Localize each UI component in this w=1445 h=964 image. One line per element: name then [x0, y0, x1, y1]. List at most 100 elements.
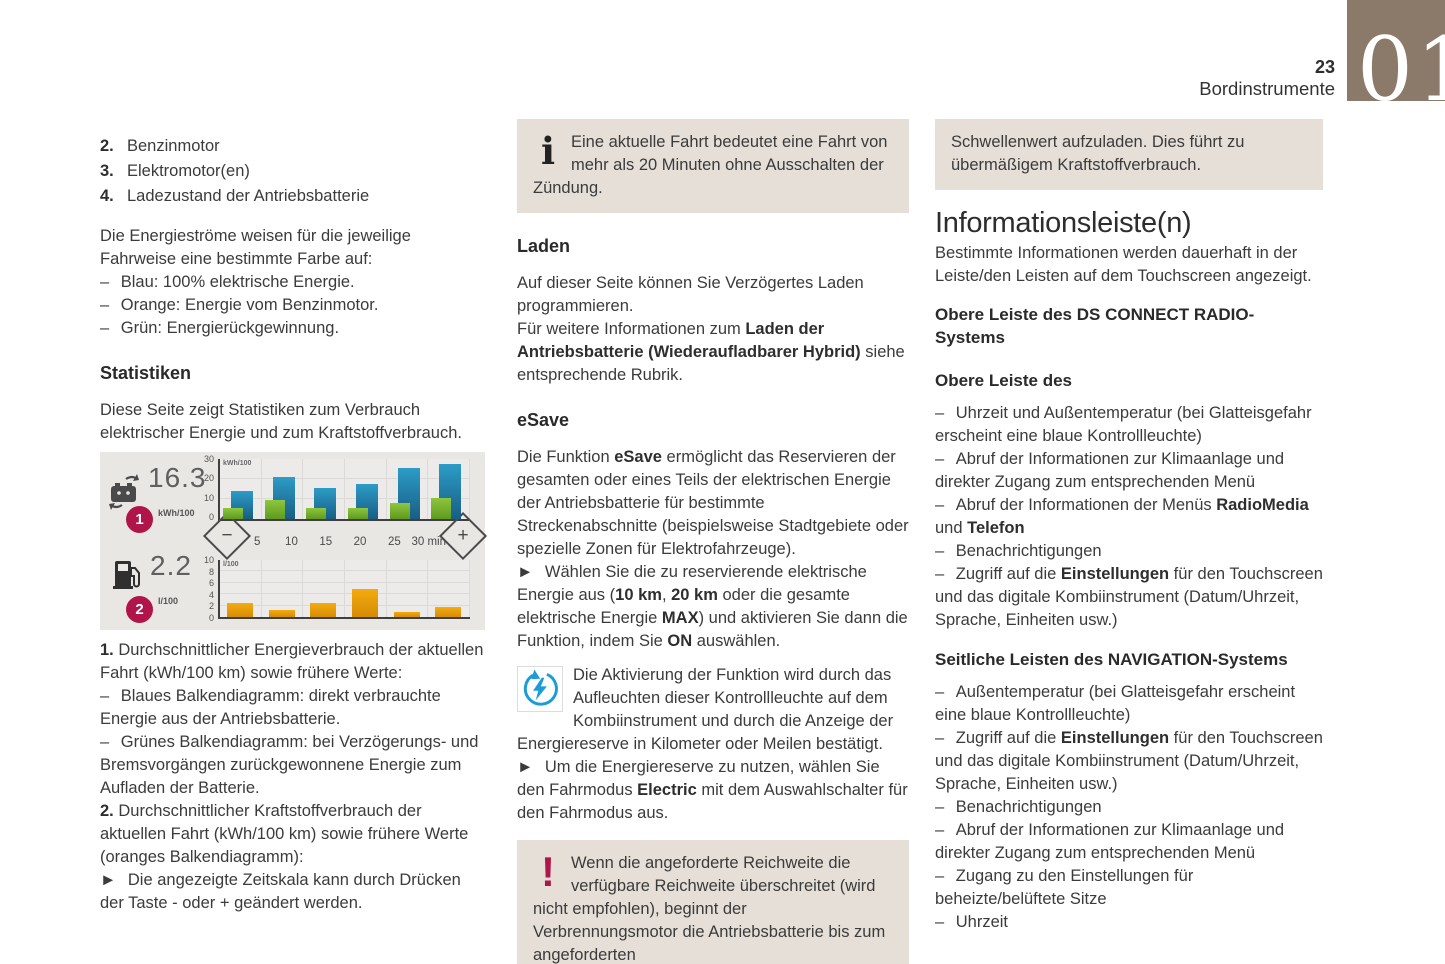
text-run: auswählen. [692, 632, 781, 650]
bold-text-run: 20 km [671, 586, 718, 604]
paragraph: Auf dieser Seite können Sie Verzögertes … [517, 274, 864, 315]
esave-heading: eSave [517, 410, 570, 430]
text-run: – [935, 683, 956, 701]
chart-slot [262, 560, 304, 617]
text-run: Außentemperatur (bei Glatteisgefahr ersc… [935, 683, 1296, 724]
bold-text-run: 1. [100, 641, 119, 659]
chart-slot [303, 560, 346, 617]
list-item: – Zugang zu den Einstellungen für beheiz… [935, 865, 1323, 911]
numbered-list: 2. Benzinmotor 3. Elektromotor(en) 4. La… [100, 134, 486, 209]
list-item: – Benachrichtigungen [935, 796, 1323, 819]
page-title: Informationsleiste(n) [935, 207, 1192, 239]
chart-slot [387, 560, 429, 617]
subheading-obere-leiste: Obere Leiste des [935, 371, 1073, 390]
text-run: – [100, 296, 121, 314]
chart-slot [220, 459, 262, 519]
energy-bar-green [306, 508, 327, 519]
subheading-navigation: Seitliche Leisten des NAVIGATION-Systems [935, 650, 1288, 669]
chart-slot [345, 459, 387, 519]
list-item: – Abruf der Informationen zur Klimaanlag… [935, 448, 1323, 494]
bold-text-run: Electric [637, 781, 697, 799]
callout-badge-1: 1 [126, 506, 153, 533]
bold-text-run: Einstellungen [1060, 729, 1170, 747]
text-run: – [100, 733, 121, 751]
list-item: – Uhrzeit [935, 911, 1323, 934]
text-run: oder die gesamte elektrische Energie [517, 586, 850, 627]
axis-tick-label: 6 [208, 578, 214, 589]
item-number: 3. [100, 162, 114, 180]
laden-heading: Laden [517, 236, 571, 256]
statistics-heading: Statistiken [100, 363, 192, 383]
bold-text-run: ON [667, 632, 693, 650]
axis-tick-label: 0 [208, 511, 214, 522]
left-column: 2. Benzinmotor 3. Elektromotor(en) 4. La… [100, 0, 488, 915]
warning-box-continuation: Schwellenwert aufzuladen. Dies führt zu … [935, 119, 1323, 190]
bold-text-run: 10 km [615, 586, 662, 604]
axis-tick-label: 4 [208, 589, 214, 600]
bold-text-run: 2. [100, 802, 119, 820]
hybrid-battery-icon [109, 474, 139, 510]
item-label: Benzinmotor [127, 137, 220, 155]
axis-tick-label: 2 [208, 601, 214, 612]
text-run: , [661, 586, 672, 604]
chart-slot [387, 459, 429, 519]
text-run: Benachrichtigungen [955, 542, 1102, 560]
minus-icon: − [221, 525, 233, 546]
fuel-pump-icon [113, 561, 140, 589]
warning-box-text: Wenn die angeforderte Reichweite die ver… [533, 854, 886, 964]
list-item: – Grün: Energierückgewinnung. [100, 317, 486, 340]
chart-slot [262, 459, 304, 519]
text-run: – [935, 729, 956, 747]
energy-bar-chart: kWh/100 [218, 459, 471, 521]
caption-paragraph: 1. Durchschnittlicher Energieverbrauch d… [100, 639, 486, 685]
text-run: ) und aktivieren Sie dann die Funktion, … [517, 609, 908, 650]
text-run: – [935, 404, 956, 422]
text-run: Orange: Energie vom Benzinmotor. [120, 296, 379, 314]
text-run: Uhrzeit und Außentemperatur (bei Glattei… [935, 404, 1312, 445]
axis-tick-label: 20 [203, 473, 214, 484]
text-run: – [935, 496, 956, 514]
axis-tick-label: 10 [203, 555, 214, 565]
text-run: Grünes Balkendiagramm: bei Verzögerungs-… [100, 733, 479, 797]
list-item: 2. Benzinmotor [100, 134, 486, 159]
text-run: Zugriff auf die [955, 565, 1061, 583]
text-run: Durchschnittlicher Kraftstoffverbrauch d… [100, 802, 469, 866]
energy-bar-green [431, 498, 452, 519]
chart-slot [220, 560, 262, 617]
text-run: – [100, 687, 121, 705]
text-run: für den Touchscreen und das digitale Kom… [935, 729, 1323, 793]
chart-slot [428, 459, 471, 519]
time-tick-label: 5 [253, 535, 261, 548]
text-run: – [935, 450, 956, 468]
text-run: Blau: 100% elektrische Energie. [120, 273, 355, 291]
paragraph: Die Energieströme weisen für die jeweili… [100, 227, 411, 268]
text-run: Die Funktion [517, 448, 615, 466]
time-tick-label: 15 [319, 535, 333, 548]
text-run: Blaues Balkendiagramm: direkt verbraucht… [100, 687, 441, 728]
time-tick-label: 20 [353, 535, 367, 548]
bold-text-run: eSave [614, 448, 662, 466]
bold-text-run: MAX [661, 609, 699, 627]
time-tick-label: 30 min [411, 535, 447, 548]
plus-icon: + [457, 525, 469, 546]
text-run: – [100, 319, 121, 337]
item-number: 4. [100, 187, 114, 205]
text-run: ► [100, 871, 128, 889]
list-item: – Benachrichtigungen [935, 540, 1323, 563]
text-run: Für weitere Informationen zum [517, 320, 746, 338]
text-run: – [935, 867, 956, 885]
text-run: Um die Energiereserve zu nutzen, wählen … [517, 758, 880, 799]
info-icon: i [540, 129, 556, 173]
right-column: Schwellenwert aufzuladen. Dies führt zu … [935, 0, 1323, 934]
fuel-bar-orange [268, 609, 295, 617]
paragraph: Diese Seite zeigt Statistiken zum Verbra… [100, 401, 462, 442]
bold-text-run: Telefon [967, 519, 1025, 537]
fuel-bar-orange [352, 589, 379, 617]
text-run: Wählen Sie die zu reservierende elektris… [517, 563, 867, 604]
text-run: Die angezeigte Zeitskala kann durch Drüc… [100, 871, 461, 912]
text-run: Zugriff auf die [955, 729, 1061, 747]
fuel-bar-chart: l/100 [218, 560, 471, 619]
bold-text-run: Laden der Antriebsbatterie (Wiederauflad… [517, 320, 861, 361]
text-run: – [935, 565, 956, 583]
text-run: ermöglicht das Reservieren der gesamten … [517, 448, 909, 558]
